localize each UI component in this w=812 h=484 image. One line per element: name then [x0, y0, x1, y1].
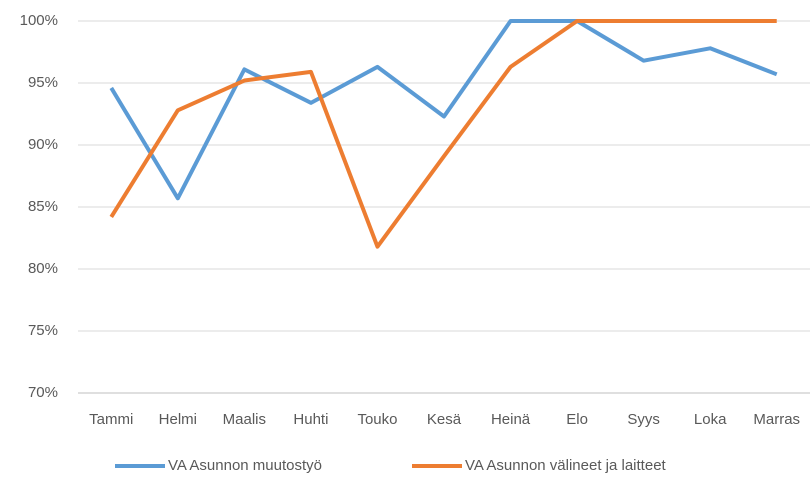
legend-label: VA Asunnon muutostyö — [168, 457, 322, 474]
y-tick-label: 85% — [28, 198, 58, 215]
y-tick-label: 80% — [28, 260, 58, 277]
y-tick-label: 90% — [28, 136, 58, 153]
x-tick-label: Maalis — [223, 411, 266, 428]
x-tick-label: Tammi — [89, 411, 133, 428]
y-tick-label: 100% — [20, 12, 58, 29]
x-tick-label: Marras — [753, 411, 800, 428]
x-tick-label: Loka — [694, 411, 727, 428]
x-tick-label: Syys — [627, 411, 660, 428]
y-tick-label: 75% — [28, 322, 58, 339]
x-tick-label: Huhti — [293, 411, 328, 428]
legend-label: VA Asunnon välineet ja laitteet — [465, 457, 667, 474]
x-tick-label: Heinä — [491, 411, 531, 428]
x-tick-label: Touko — [357, 411, 397, 428]
x-tick-label: Kesä — [427, 411, 462, 428]
series-line — [109, 19, 778, 201]
series-line — [109, 19, 777, 249]
y-tick-label: 95% — [28, 74, 58, 91]
x-tick-label: Helmi — [159, 411, 197, 428]
x-tick-label: Elo — [566, 411, 588, 428]
y-tick-label: 70% — [28, 384, 58, 401]
